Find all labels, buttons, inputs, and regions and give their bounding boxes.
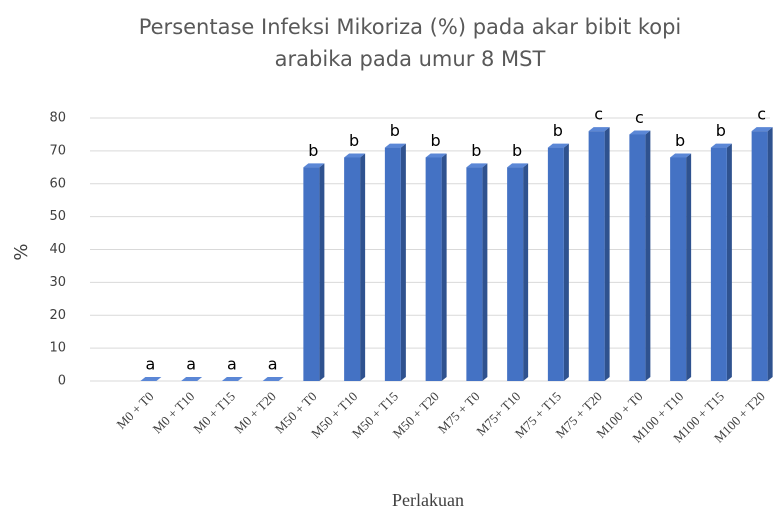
bar-annotation: a bbox=[145, 355, 155, 374]
bar-front bbox=[547, 147, 564, 381]
bar-annotation: b bbox=[553, 121, 563, 140]
y-tick-label: 0 bbox=[58, 374, 66, 389]
bar-side bbox=[441, 153, 447, 381]
y-axis-label: % bbox=[11, 243, 32, 260]
bar-annotation: a bbox=[227, 355, 237, 374]
chart-title: arabika pada umur 8 MST bbox=[275, 47, 546, 71]
bar-top bbox=[710, 143, 732, 148]
bar-top bbox=[344, 153, 366, 158]
bar-annotation: b bbox=[308, 141, 318, 160]
y-tick-label: 50 bbox=[49, 209, 66, 224]
bar-top bbox=[588, 127, 610, 132]
bar bbox=[751, 127, 773, 382]
bar-front bbox=[588, 131, 605, 381]
bar-side bbox=[767, 127, 773, 382]
bar-top bbox=[303, 163, 325, 168]
bar-top bbox=[751, 127, 773, 132]
bar-top bbox=[425, 153, 447, 158]
bar-annotation: a bbox=[268, 355, 278, 374]
bar-annotation: b bbox=[471, 141, 481, 160]
bar-top bbox=[670, 153, 692, 158]
bar bbox=[262, 377, 284, 381]
bar-top bbox=[466, 163, 488, 168]
bar bbox=[140, 377, 162, 381]
bar bbox=[629, 130, 651, 381]
bar-annotation: b bbox=[716, 121, 726, 140]
bar bbox=[507, 163, 529, 381]
bar-annotation: c bbox=[594, 105, 603, 124]
bar-annotation: b bbox=[675, 131, 685, 150]
bar-side bbox=[726, 143, 732, 381]
y-tick-label: 60 bbox=[49, 176, 66, 191]
bar-annotation: c bbox=[635, 108, 644, 127]
bar bbox=[547, 143, 569, 381]
bar bbox=[588, 127, 610, 382]
bar-front bbox=[466, 167, 483, 381]
bar-front bbox=[670, 157, 687, 381]
bar-side bbox=[360, 153, 366, 381]
bar-top bbox=[262, 377, 284, 381]
bar-top bbox=[629, 130, 651, 135]
bar-top bbox=[140, 377, 162, 381]
bar-top bbox=[547, 143, 569, 148]
bar bbox=[425, 153, 447, 381]
bar-side bbox=[604, 127, 610, 382]
bar-side bbox=[563, 143, 569, 381]
bar-front bbox=[303, 167, 320, 381]
bar-front bbox=[384, 147, 401, 381]
bar-side bbox=[645, 130, 651, 381]
bar-annotation: b bbox=[512, 141, 522, 160]
bar bbox=[344, 153, 366, 381]
bar-side bbox=[319, 163, 325, 381]
y-tick-label: 20 bbox=[49, 308, 66, 323]
bar bbox=[710, 143, 732, 381]
bar-annotation: a bbox=[186, 355, 196, 374]
x-tick-label: M0 + T10 bbox=[150, 389, 198, 437]
bar-top bbox=[507, 163, 529, 168]
bar bbox=[221, 377, 243, 381]
x-axis-label: Perlakuan bbox=[392, 490, 464, 510]
bar-annotation: b bbox=[431, 131, 441, 150]
bar-front bbox=[507, 167, 524, 381]
bar bbox=[303, 163, 325, 381]
bar-top bbox=[181, 377, 203, 381]
x-tick-label: M0 + T15 bbox=[190, 389, 238, 437]
bar bbox=[181, 377, 203, 381]
bar-side bbox=[482, 163, 488, 381]
bar-annotation: c bbox=[757, 105, 766, 124]
chart-title: Persentase Infeksi Mikoriza (%) pada aka… bbox=[139, 15, 682, 39]
bar-side bbox=[400, 143, 406, 381]
bar-front bbox=[425, 157, 442, 381]
bar bbox=[384, 143, 406, 381]
x-tick-label: M0 + T20 bbox=[231, 389, 279, 437]
y-tick-label: 80 bbox=[49, 111, 66, 126]
y-tick-label: 70 bbox=[49, 143, 66, 158]
bar-annotation: b bbox=[349, 131, 359, 150]
y-tick-label: 30 bbox=[49, 275, 66, 290]
bar-side bbox=[686, 153, 692, 381]
bar-top bbox=[221, 377, 243, 381]
bar bbox=[466, 163, 488, 381]
bar-top bbox=[384, 143, 406, 148]
bar-annotation: b bbox=[390, 121, 400, 140]
y-tick-label: 10 bbox=[49, 341, 66, 356]
bar-side bbox=[523, 163, 529, 381]
bar bbox=[670, 153, 692, 381]
bar-front bbox=[344, 157, 361, 381]
bar-front bbox=[629, 134, 646, 381]
bar-front bbox=[751, 131, 768, 381]
y-tick-label: 40 bbox=[49, 242, 66, 257]
bar-front bbox=[710, 147, 727, 381]
